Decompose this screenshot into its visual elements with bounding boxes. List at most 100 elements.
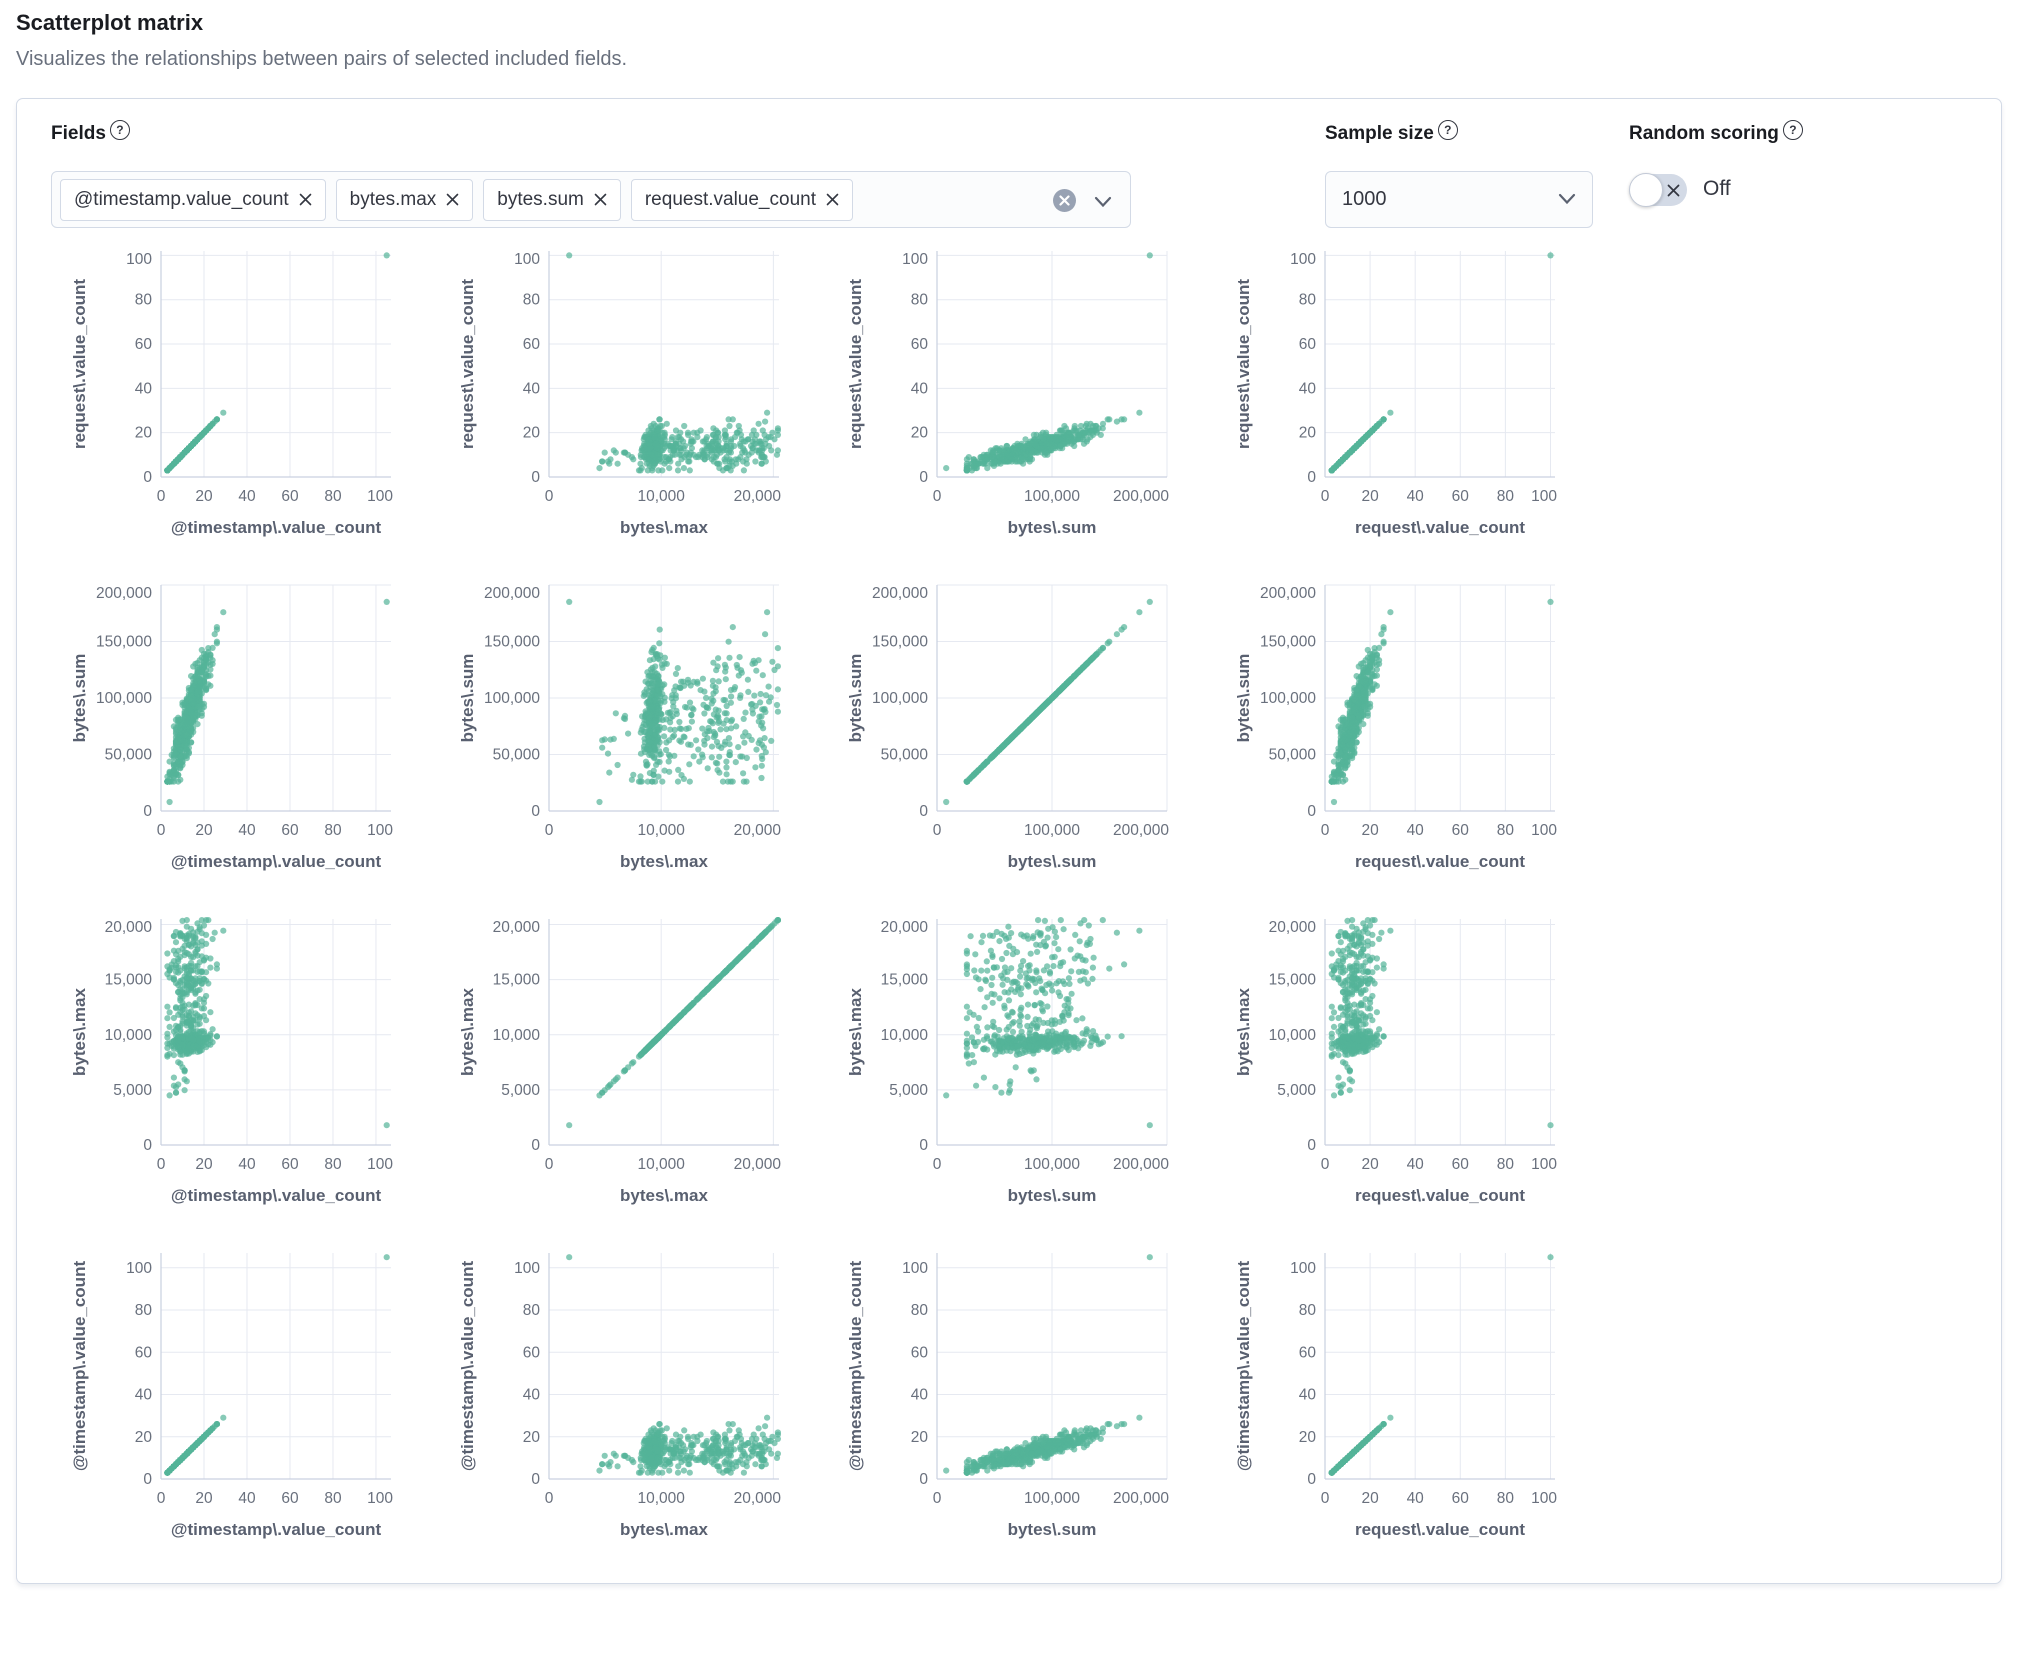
scatter-points xyxy=(943,1254,1153,1476)
axis-labels: 0 100,000 200,00005,00010,00015,00020,000b… xyxy=(846,919,1169,1205)
svg-text:0: 0 xyxy=(157,488,166,505)
field-pill[interactable]: bytes.sum xyxy=(483,178,621,221)
scatter-points xyxy=(164,598,390,806)
scatter-panel-r1-c4[interactable]: 0 20 40 60 80 100 0 20 40 60 80 100 request\.value_c… xyxy=(1225,245,1613,579)
axis-labels: 0 20 40 60 80 10005,00010,00015,00020,000requ… xyxy=(1234,919,1557,1205)
help-icon[interactable]: ? xyxy=(1437,120,1458,140)
svg-text:100: 100 xyxy=(367,488,393,505)
scatter-points xyxy=(164,252,390,474)
scatter-points xyxy=(164,917,390,1129)
scatter-panel-r3-c2[interactable]: 0 10,000 20,00005,00010,00015,00020,000byt… xyxy=(449,913,837,1247)
svg-text:80: 80 xyxy=(1299,292,1317,309)
scatter-panel-r2-c3[interactable]: 0 100,000 200,000 0 50,000 100,000 150,000 200,… xyxy=(837,579,1225,913)
svg-text:0: 0 xyxy=(919,469,928,486)
gridlines xyxy=(161,919,391,1145)
field-pill[interactable]: @timestamp.value_count xyxy=(60,178,326,221)
gridlines xyxy=(1325,1253,1555,1479)
scatter-panel-r4-c1[interactable]: 0 20 40 60 80 100020406080100@timestamp\.valu… xyxy=(61,1247,449,1581)
axis-labels: 0 20 40 60 80 100020406080100@timestamp\.valu… xyxy=(70,1260,393,1539)
scatter-panel-r2-c4[interactable]: 0 20 40 60 80 100 0 50,000 100,000 150,000 200,000… xyxy=(1225,579,1613,913)
svg-text:5,000: 5,000 xyxy=(113,1082,152,1099)
field-pill[interactable]: request.value_count xyxy=(630,178,853,221)
svg-text:200,000: 200,000 xyxy=(1113,488,1169,505)
svg-text:20: 20 xyxy=(135,425,153,442)
gridlines xyxy=(937,251,1168,477)
svg-text:0: 0 xyxy=(531,469,540,486)
svg-text:0: 0 xyxy=(157,1156,166,1173)
help-icon[interactable]: ? xyxy=(1782,120,1803,140)
scatter-points xyxy=(566,917,781,1129)
svg-text:100: 100 xyxy=(1531,488,1557,505)
x-axis-title: bytes\.max xyxy=(620,1520,708,1539)
sample-size-label: Sample size? xyxy=(1325,120,1458,145)
axis-labels: 0 20 40 60 80 100 0 5,000 10,000 15,000 20,000 @tim… xyxy=(70,919,393,1205)
y-axis-title: bytes\.sum xyxy=(70,654,89,743)
fields-label-text: Fields xyxy=(51,123,106,144)
scatter-panel-r2-c2[interactable]: 0 10,000 20,000 0 50,000 100,000 150,000 200,00… xyxy=(449,579,837,913)
scatter-panel-r4-c3[interactable]: 0 100,000 200,000020406080100bytes\.sum@ti… xyxy=(837,1247,1225,1581)
y-axis-title: bytes\.sum xyxy=(846,654,865,743)
svg-text:150,000: 150,000 xyxy=(872,634,928,651)
svg-text:0: 0 xyxy=(933,822,942,839)
remove-field-icon[interactable] xyxy=(826,193,839,206)
scatter-points xyxy=(1328,1254,1554,1476)
page-subtitle: Visualizes the relationships between pai… xyxy=(16,48,628,70)
scatter-panel-r3-c3[interactable]: 0 100,000 200,00005,00010,00015,00020,000b… xyxy=(837,913,1225,1247)
svg-text:0: 0 xyxy=(157,822,166,839)
svg-text:20,000: 20,000 xyxy=(105,919,153,936)
svg-text:100: 100 xyxy=(126,251,152,268)
scatter-panel-r3-c4[interactable]: 0 20 40 60 80 10005,00010,00015,00020,000requ… xyxy=(1225,913,1613,1247)
toggle-cross-icon xyxy=(1667,184,1680,202)
svg-text:200,000: 200,000 xyxy=(1113,822,1169,839)
chevron-down-icon[interactable] xyxy=(1094,195,1112,213)
fields-combobox[interactable]: @timestamp.value_count bytes.max bytes.sum… xyxy=(51,171,1131,228)
y-axis-title: @timestamp\.value_count xyxy=(846,1261,865,1472)
svg-text:100: 100 xyxy=(1531,822,1557,839)
help-icon[interactable]: ? xyxy=(109,120,130,140)
field-pill[interactable]: bytes.max xyxy=(335,178,474,221)
svg-text:150,000: 150,000 xyxy=(484,634,540,651)
svg-text:60: 60 xyxy=(135,336,153,353)
scatter-panel-r2-c1[interactable]: 0 20 40 60 80 100 0 50,000 100,000 150,000 200,000… xyxy=(61,579,449,913)
sample-size-label-text: Sample size xyxy=(1325,123,1434,144)
svg-text:100,000: 100,000 xyxy=(1024,822,1080,839)
svg-text:100: 100 xyxy=(514,251,540,268)
scatter-panel-r4-c2[interactable]: 0 10,000 20,000020406080100bytes\.max@time… xyxy=(449,1247,837,1581)
svg-text:80: 80 xyxy=(1497,822,1515,839)
scatter-panel-r1-c1[interactable]: 0 20 40 60 80 100 0 20 40 60 80 100 @timestamp\.valu… xyxy=(61,245,449,579)
x-axis-title: request\.value_count xyxy=(1355,852,1525,871)
remove-field-icon[interactable] xyxy=(594,193,607,206)
svg-text:200,000: 200,000 xyxy=(872,585,928,602)
toggle-thumb xyxy=(1629,173,1663,207)
axis-labels: 0 100,000 200,000 0 50,000 100,000 150,000 200,… xyxy=(846,585,1169,871)
scatter-panel-r4-c4[interactable]: 0 20 40 60 80 100020406080100request\.value_c… xyxy=(1225,1247,1613,1581)
x-axis-title: bytes\.max xyxy=(620,852,708,871)
svg-text:80: 80 xyxy=(135,292,153,309)
axis-labels: 0 100,000 200,000 0 20 40 60 80 100 bytes\.sum req… xyxy=(846,251,1169,537)
svg-text:80: 80 xyxy=(523,292,541,309)
scatter-panel-r1-c3[interactable]: 0 100,000 200,000 0 20 40 60 80 100 bytes\.sum req… xyxy=(837,245,1225,579)
scatter-points xyxy=(1328,252,1554,474)
scatter-panel-r1-c2[interactable]: 0 10,000 20,000 0 20 40 60 80 100 bytes\.max reque… xyxy=(449,245,837,579)
page-title: Scatterplot matrix xyxy=(16,10,204,35)
svg-text:20: 20 xyxy=(1299,425,1317,442)
svg-text:0: 0 xyxy=(1307,469,1316,486)
svg-text:100,000: 100,000 xyxy=(872,690,928,707)
remove-field-icon[interactable] xyxy=(299,193,312,206)
clear-all-fields-icon[interactable] xyxy=(1053,189,1076,212)
svg-text:150,000: 150,000 xyxy=(1260,634,1316,651)
svg-text:80: 80 xyxy=(324,1156,342,1173)
random-scoring-toggle[interactable] xyxy=(1629,173,1689,207)
scatter-points xyxy=(566,252,781,474)
sample-size-select[interactable]: 1000 xyxy=(1325,171,1593,228)
svg-text:10,000: 10,000 xyxy=(105,1027,153,1044)
svg-text:20,000: 20,000 xyxy=(734,488,782,505)
x-axis-title: bytes\.sum xyxy=(1008,1520,1097,1539)
remove-field-icon[interactable] xyxy=(446,193,459,206)
y-axis-title: bytes\.sum xyxy=(1234,654,1253,743)
x-axis-title: bytes\.sum xyxy=(1008,1186,1097,1205)
scatter-panel-r3-c1[interactable]: 0 20 40 60 80 100 0 5,000 10,000 15,000 20,000 @tim… xyxy=(61,913,449,1247)
scatter-points xyxy=(566,598,781,806)
svg-text:60: 60 xyxy=(281,488,299,505)
scatter-points xyxy=(943,598,1153,806)
